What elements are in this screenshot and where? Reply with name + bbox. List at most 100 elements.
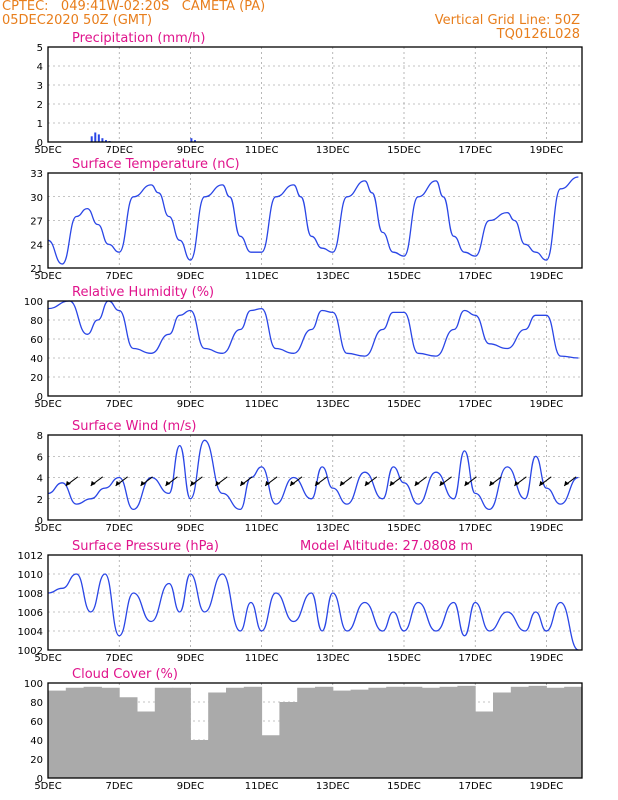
y-tick-label: 4	[37, 62, 43, 73]
cloud-bar	[421, 687, 441, 778]
x-tick-label: 13DEC	[316, 145, 350, 156]
wind-arrowhead	[414, 480, 420, 486]
series-line	[47, 300, 579, 359]
y-tick-label: 24	[30, 240, 43, 251]
cloud-bar	[546, 687, 565, 778]
precip-bar	[90, 136, 93, 142]
y-tick-label: 1004	[18, 627, 43, 638]
y-tick-label: 6	[37, 452, 43, 463]
header-date: 05DEC2020 50Z (GMT)	[2, 13, 153, 28]
x-tick-label: 9DEC	[177, 653, 204, 664]
cloud-bar	[65, 687, 85, 778]
y-tick-label: 20	[30, 373, 43, 384]
x-tick-label: 13DEC	[316, 781, 350, 792]
y-tick-label: 1	[37, 119, 43, 130]
cloud-bar	[475, 711, 494, 778]
x-tick-label: 5DEC	[34, 271, 61, 282]
header-model-code: TQ0126L028	[496, 27, 580, 42]
x-tick-label: 5DEC	[34, 523, 61, 534]
y-tick-label: 21	[30, 264, 43, 275]
y-tick-label: 8	[37, 431, 43, 442]
y-tick-label: 2	[37, 495, 43, 506]
x-tick-label: 9DEC	[177, 271, 204, 282]
x-tick-label: 7DEC	[106, 271, 133, 282]
panel-frame	[47, 554, 583, 651]
cloud-bar	[493, 692, 512, 778]
wind-arrowhead	[265, 480, 271, 486]
x-tick-label: 7DEC	[106, 653, 133, 664]
x-tick-label: 7DEC	[106, 781, 133, 792]
panel-frame	[47, 300, 583, 397]
x-tick-label: 19DEC	[530, 271, 564, 282]
y-tick-label: 80	[30, 316, 43, 327]
cloud-bar	[315, 686, 334, 778]
cloud-bar	[226, 687, 245, 778]
panel-frame	[47, 682, 583, 779]
wind-arrowhead	[564, 480, 570, 486]
wind-arrowhead	[339, 480, 345, 486]
cloud-bar	[119, 697, 138, 778]
x-tick-label: 17DEC	[458, 781, 492, 792]
wind-arrowhead	[464, 480, 470, 486]
cloud-bar	[439, 686, 458, 778]
y-tick-label: 1012	[18, 551, 43, 562]
series-line	[47, 573, 579, 651]
x-tick-label: 5DEC	[34, 781, 61, 792]
series-line	[47, 176, 579, 265]
x-tick-label: 17DEC	[458, 523, 492, 534]
x-tick-label: 17DEC	[458, 653, 492, 664]
y-tick-label: 30	[30, 193, 43, 204]
cloud-bar	[386, 686, 405, 778]
panel-frame	[47, 434, 583, 521]
panel-title: Surface Wind (m/s)	[72, 419, 196, 434]
y-tick-label: 40	[30, 736, 43, 747]
y-tick-label: 20	[30, 755, 43, 766]
x-tick-label: 17DEC	[458, 145, 492, 156]
precip-bar	[94, 132, 97, 142]
x-tick-label: 11DEC	[245, 523, 279, 534]
wind-arrowhead	[489, 480, 495, 486]
y-tick-label: 27	[30, 217, 43, 228]
panel-title: Precipitation (mm/h)	[72, 31, 205, 46]
x-tick-label: 15DEC	[387, 271, 421, 282]
x-tick-label: 19DEC	[530, 523, 564, 534]
x-tick-label: 17DEC	[458, 271, 492, 282]
x-tick-label: 13DEC	[316, 523, 350, 534]
precip-bar	[101, 138, 104, 142]
x-tick-label: 9DEC	[177, 399, 204, 410]
wind-arrowhead	[165, 480, 171, 486]
y-tick-label: 0	[37, 392, 43, 403]
cloud-bar	[261, 735, 280, 778]
x-tick-label: 7DEC	[106, 523, 133, 534]
x-tick-label: 19DEC	[530, 653, 564, 664]
wind-arrowhead	[65, 480, 71, 486]
x-tick-label: 9DEC	[177, 145, 204, 156]
cloud-bar	[243, 686, 263, 778]
x-tick-label: 11DEC	[245, 399, 279, 410]
x-tick-label: 13DEC	[316, 399, 350, 410]
x-tick-label: 11DEC	[245, 271, 279, 282]
header-location: CPTEC: 049:41W-02:20S CAMETA (PA)	[2, 0, 266, 14]
x-tick-label: 19DEC	[530, 145, 564, 156]
cloud-bar	[279, 702, 298, 778]
wind-arrowhead	[439, 480, 445, 486]
y-tick-label: 0	[37, 516, 43, 527]
precip-bar	[97, 134, 100, 142]
wind-arrowhead	[190, 480, 196, 486]
cloud-bar	[510, 686, 530, 778]
y-tick-label: 100	[24, 679, 43, 690]
x-tick-label: 13DEC	[316, 653, 350, 664]
x-tick-label: 15DEC	[387, 145, 421, 156]
precip-bar	[193, 140, 196, 142]
x-tick-label: 17DEC	[458, 399, 492, 410]
panel-title: Relative Humidity (%)	[72, 285, 214, 300]
wind-arrowhead	[115, 480, 121, 486]
y-tick-label: 1002	[18, 646, 43, 657]
y-tick-label: 100	[24, 297, 43, 308]
x-tick-label: 15DEC	[387, 781, 421, 792]
wind-arrowhead	[140, 480, 146, 486]
cloud-bar	[332, 690, 352, 778]
cloud-bar	[350, 689, 369, 778]
y-tick-label: 4	[37, 474, 43, 485]
x-tick-label: 15DEC	[387, 399, 421, 410]
